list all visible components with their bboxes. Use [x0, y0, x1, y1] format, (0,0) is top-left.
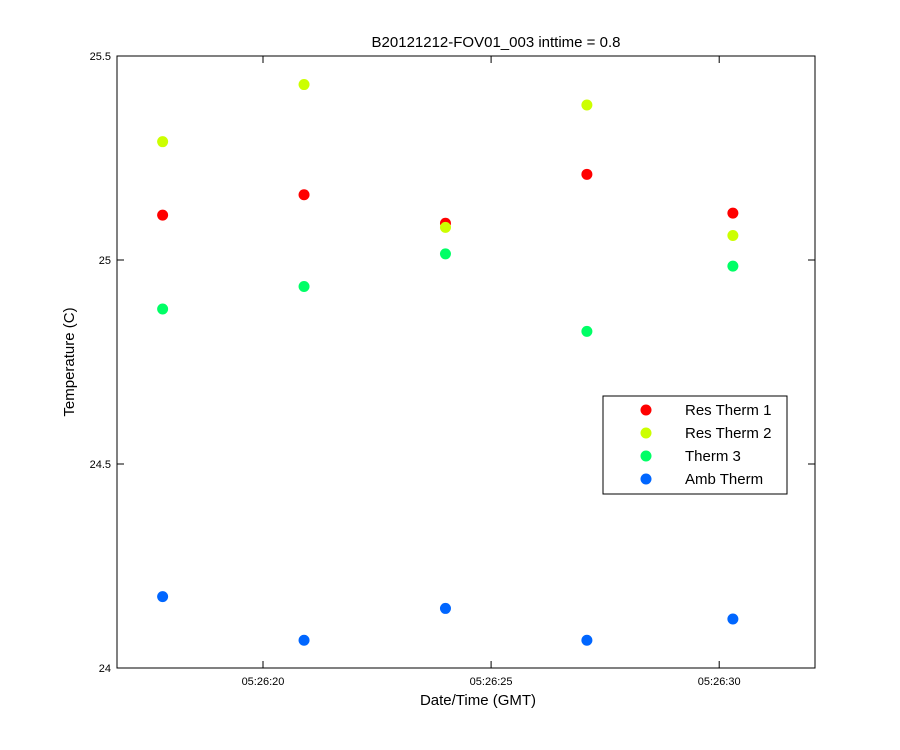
- point-series-4: [298, 634, 310, 646]
- point-series-1: [727, 207, 739, 219]
- point-series-2: [157, 136, 169, 148]
- point-series-3: [439, 248, 451, 260]
- x-tick-label: 05:26:25: [470, 676, 513, 688]
- point-series-3: [157, 303, 169, 315]
- y-tick-label: 24: [99, 663, 111, 675]
- legend-marker: [640, 473, 652, 485]
- point-series-2: [298, 79, 310, 91]
- legend-label: Res Therm 1: [685, 402, 771, 419]
- point-series-3: [298, 281, 310, 293]
- y-tick-label: 25.5: [90, 51, 111, 63]
- point-series-1: [157, 209, 169, 221]
- point-series-3: [581, 325, 593, 337]
- axis-ticks: [117, 55, 815, 669]
- chart-title: B20121212-FOV01_003 inttime = 0.8: [372, 34, 621, 51]
- legend-items: Res Therm 1 Res Therm 2 Therm 3 Amb Therm: [640, 402, 771, 488]
- y-tick-label: 24.5: [90, 459, 111, 471]
- y-axis-label: Temperature (C): [61, 307, 78, 416]
- point-series-3: [727, 260, 739, 272]
- y-tick-label: 25: [99, 255, 111, 267]
- legend-label: Res Therm 2: [685, 425, 771, 442]
- plot-area: [116, 55, 816, 669]
- point-series-1: [298, 189, 310, 201]
- data-points: [157, 79, 739, 646]
- legend-marker: [640, 427, 652, 439]
- x-tick-label: 05:26:30: [698, 676, 741, 688]
- point-series-2: [727, 230, 739, 242]
- x-tick-label: 05:26:20: [242, 676, 285, 688]
- point-series-4: [439, 602, 451, 614]
- legend-box: [602, 395, 788, 495]
- x-tick-labels: 05:26:20 05:26:25 05:26:30: [242, 676, 741, 688]
- point-series-4: [157, 591, 169, 603]
- point-series-2: [581, 99, 593, 111]
- legend-label: Therm 3: [685, 448, 741, 465]
- point-series-2: [439, 221, 451, 233]
- point-series-4: [727, 613, 739, 625]
- point-series-4: [581, 634, 593, 646]
- y-tick-labels: 24 24.5 25 25.5: [90, 51, 111, 675]
- x-axis-label: Date/Time (GMT): [420, 692, 536, 709]
- point-series-1: [581, 168, 593, 180]
- legend: Res Therm 1 Res Therm 2 Therm 3 Amb Therm: [602, 395, 788, 495]
- legend-label: Amb Therm: [685, 471, 763, 488]
- legend-marker: [640, 450, 652, 462]
- legend-marker: [640, 404, 652, 416]
